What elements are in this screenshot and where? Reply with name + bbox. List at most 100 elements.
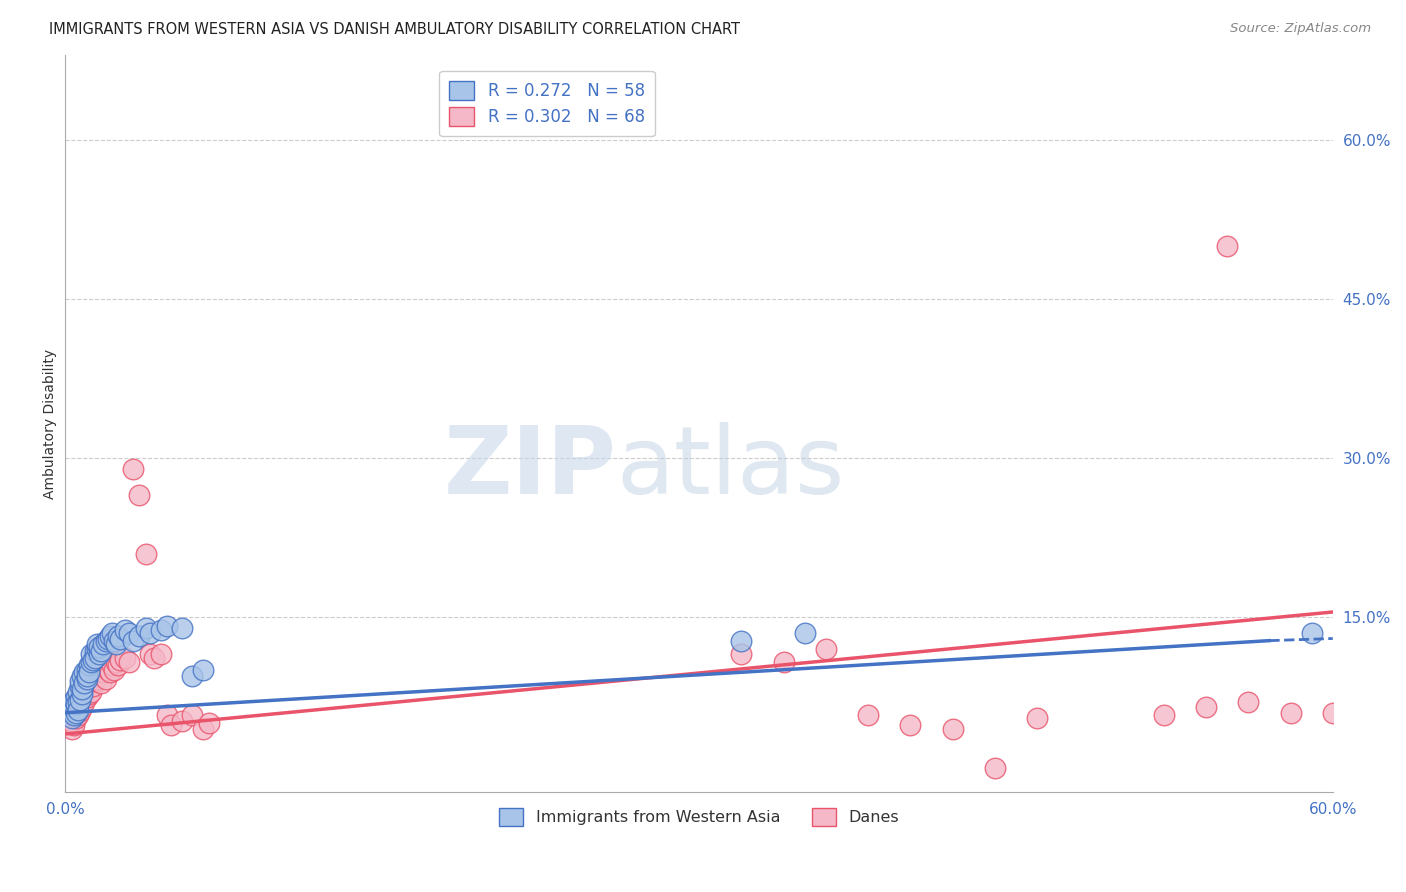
Point (69, 687, 91, 701)
Point (69, 704, 91, 718)
Point (128, 488, 150, 502)
Point (76, 672, 98, 686)
Point (76, 690, 98, 704)
Point (86, 637, 108, 651)
Point (814, 642, 837, 657)
Point (191, 663, 214, 677)
Point (59, 716, 82, 731)
Point (82, 679, 104, 693)
Point (76, 663, 98, 677)
Y-axis label: Ambulatory Disability: Ambulatory Disability (44, 349, 58, 499)
Point (89, 668, 111, 682)
Point (89, 640, 111, 654)
Point (101, 626, 124, 640)
Point (72, 687, 94, 701)
Point (107, 658, 129, 673)
Point (110, 653, 132, 667)
Point (76, 668, 98, 682)
Point (105, 655, 128, 669)
Point (73, 665, 96, 680)
Point (793, 626, 815, 640)
Point (1301, 626, 1323, 640)
Point (65, 693, 87, 707)
Point (63, 718, 86, 732)
Point (65, 706, 87, 720)
Point (730, 633, 752, 648)
Point (122, 462, 145, 476)
Point (80, 668, 103, 682)
Point (76, 672, 98, 686)
Point (110, 632, 132, 646)
Text: IMMIGRANTS FROM WESTERN ASIA VS DANISH AMBULATORY DISABILITY CORRELATION CHART: IMMIGRANTS FROM WESTERN ASIA VS DANISH A… (49, 22, 740, 37)
Point (98, 629, 121, 643)
Text: Source: ZipAtlas.com: Source: ZipAtlas.com (1230, 22, 1371, 36)
Point (105, 637, 128, 651)
Point (118, 655, 141, 669)
Point (94, 633, 117, 648)
Point (77, 665, 100, 680)
Point (84, 650, 107, 665)
Point (67, 698, 90, 712)
Point (80, 648, 103, 662)
Point (94, 672, 117, 686)
Point (67, 702, 90, 716)
Point (135, 547, 157, 561)
Point (93, 637, 115, 651)
Point (1322, 706, 1344, 720)
Point (73, 676, 96, 690)
Point (72, 682, 94, 697)
Point (97, 663, 120, 677)
Point (730, 648, 752, 662)
Point (60, 698, 83, 712)
Point (101, 658, 124, 673)
Point (1216, 239, 1239, 253)
Point (1026, 711, 1049, 725)
Point (72, 700, 94, 714)
Point (60, 722, 83, 736)
Point (114, 623, 136, 637)
Point (67, 707, 90, 722)
Point (856, 707, 879, 722)
Point (93, 665, 115, 680)
Point (56, 711, 79, 725)
Point (82, 653, 104, 667)
Point (86, 672, 108, 686)
Text: ZIP: ZIP (444, 422, 617, 514)
Point (149, 648, 172, 662)
Point (63, 707, 86, 722)
Point (1237, 695, 1260, 709)
Point (97, 632, 120, 646)
Point (63, 700, 86, 714)
Point (86, 642, 108, 657)
Point (63, 704, 86, 718)
Point (139, 626, 162, 640)
Point (63, 695, 86, 709)
Point (103, 663, 125, 677)
Point (181, 668, 204, 682)
Point (69, 679, 91, 693)
Point (77, 658, 100, 673)
Point (65, 711, 87, 725)
Point (191, 722, 214, 736)
Point (67, 684, 90, 698)
Point (181, 707, 204, 722)
Point (170, 621, 193, 635)
Point (122, 633, 145, 648)
Point (59, 706, 82, 720)
Point (898, 718, 921, 732)
Point (67, 695, 90, 709)
Point (128, 629, 150, 643)
Point (84, 673, 107, 688)
Point (69, 673, 91, 688)
Point (84, 644, 107, 658)
Point (143, 650, 166, 665)
Point (65, 690, 87, 704)
Point (118, 626, 141, 640)
Point (60, 711, 83, 725)
Point (942, 722, 965, 736)
Point (149, 623, 172, 637)
Point (72, 682, 94, 697)
Point (114, 650, 136, 665)
Point (103, 633, 125, 648)
Point (59, 706, 82, 720)
